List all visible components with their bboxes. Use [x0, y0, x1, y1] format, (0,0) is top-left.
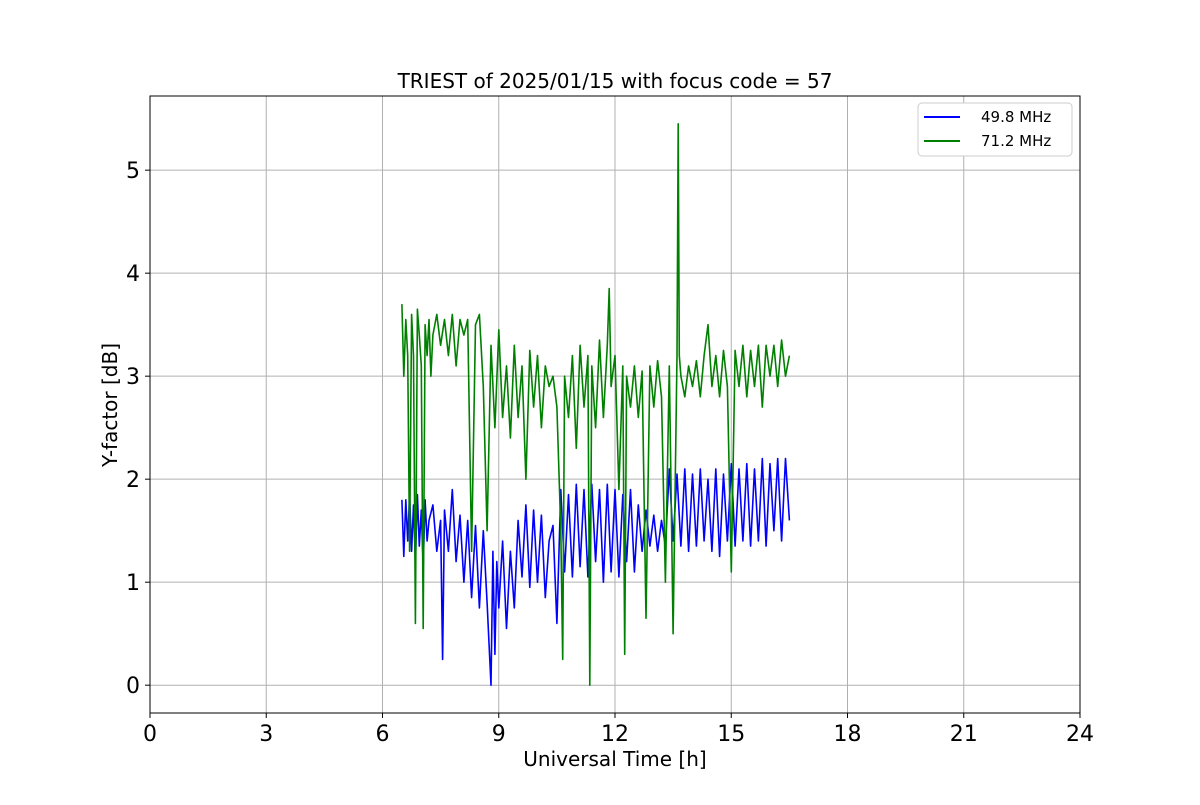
x-tick-label: 9 — [492, 722, 506, 747]
y-tick-label: 4 — [126, 262, 140, 287]
x-tick-label: 24 — [1066, 722, 1094, 747]
x-tick-label: 18 — [834, 722, 862, 747]
y-tick-label: 1 — [126, 571, 140, 596]
x-tick-label: 12 — [601, 722, 629, 747]
y-tick-label: 3 — [126, 365, 140, 390]
y-axis: 0 1 2 3 4 5 — [126, 159, 150, 699]
y-tick-label: 2 — [126, 468, 140, 493]
y-tick-label: 0 — [126, 674, 140, 699]
legend-label-1: 71.2 MHz — [981, 132, 1051, 150]
plot-area — [401, 123, 791, 687]
legend-label-0: 49.8 MHz — [981, 108, 1051, 126]
x-tick-label: 15 — [717, 722, 745, 747]
series-line-0 — [401, 457, 791, 687]
x-tick-label: 3 — [259, 722, 273, 747]
x-tick-label: 6 — [376, 722, 390, 747]
y-tick-label: 5 — [126, 159, 140, 184]
x-axis-label: Universal Time [h] — [523, 747, 706, 771]
x-tick-label: 0 — [143, 722, 157, 747]
y-axis-label: Y-factor [dB] — [98, 343, 122, 468]
legend: 49.8 MHz 71.2 MHz — [917, 102, 1073, 157]
x-axis: 0 3 6 9 12 15 18 21 24 — [143, 713, 1094, 747]
x-tick-label: 21 — [950, 722, 978, 747]
series-line-1 — [401, 123, 791, 687]
chart-title: TRIEST of 2025/01/15 with focus code = 5… — [397, 69, 833, 93]
